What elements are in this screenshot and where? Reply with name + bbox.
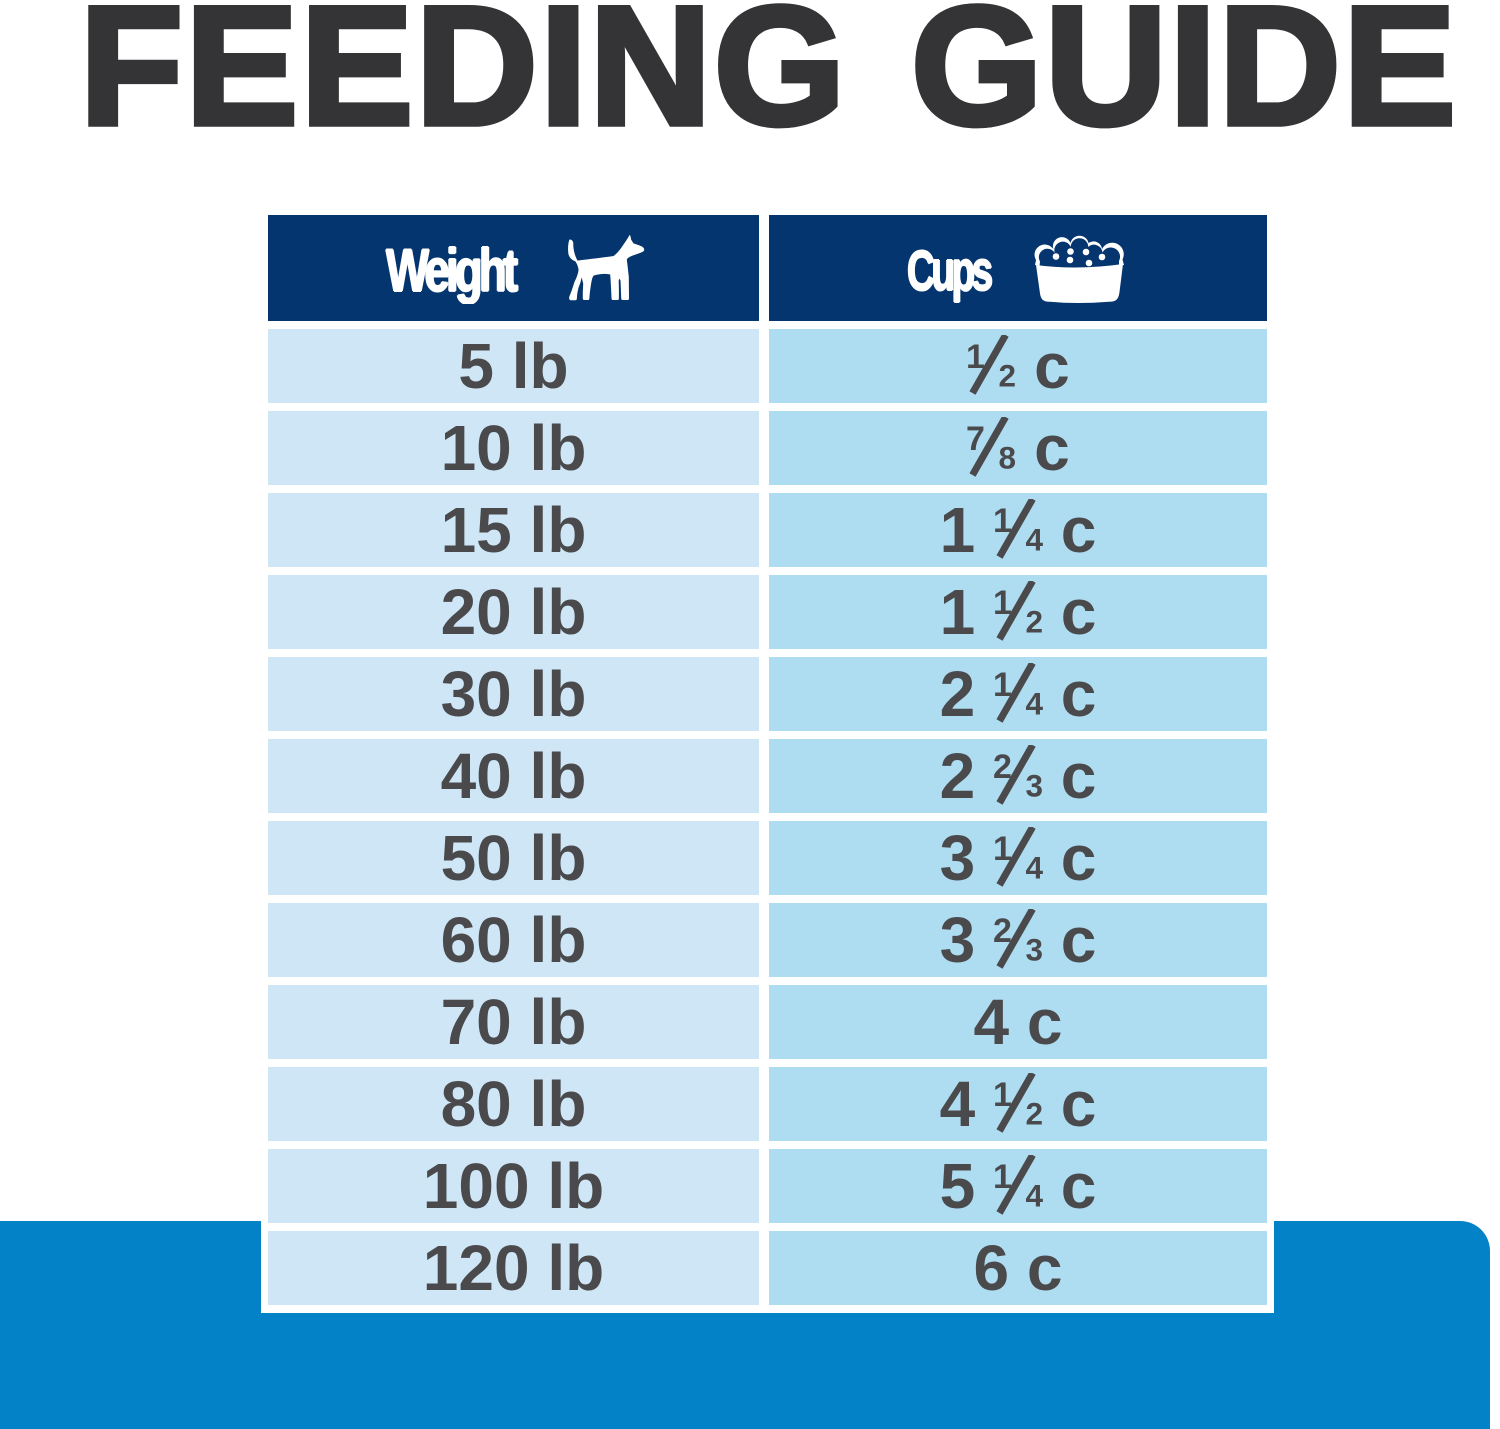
svg-text:3: 3 (1025, 768, 1043, 804)
svg-text:1: 1 (993, 1076, 1012, 1114)
svg-text:2: 2 (999, 358, 1017, 394)
svg-text:1: 1 (966, 338, 985, 376)
svg-text:1: 1 (993, 1158, 1012, 1196)
svg-text:2: 2 (993, 912, 1012, 950)
svg-text:2: 2 (1025, 604, 1043, 640)
svg-text:1: 1 (993, 830, 1012, 868)
svg-text:1: 1 (993, 584, 1012, 622)
svg-text:2: 2 (1025, 1096, 1043, 1132)
svg-text:7: 7 (966, 420, 985, 458)
svg-text:2: 2 (993, 748, 1012, 786)
svg-text:1: 1 (993, 502, 1012, 540)
svg-text:4: 4 (1025, 686, 1043, 722)
svg-text:4: 4 (1025, 1178, 1043, 1214)
svg-text:8: 8 (999, 440, 1017, 476)
svg-text:1: 1 (993, 666, 1012, 704)
svg-text:4: 4 (1025, 850, 1043, 886)
svg-text:4: 4 (1025, 522, 1043, 558)
svg-text:3: 3 (1025, 932, 1043, 968)
